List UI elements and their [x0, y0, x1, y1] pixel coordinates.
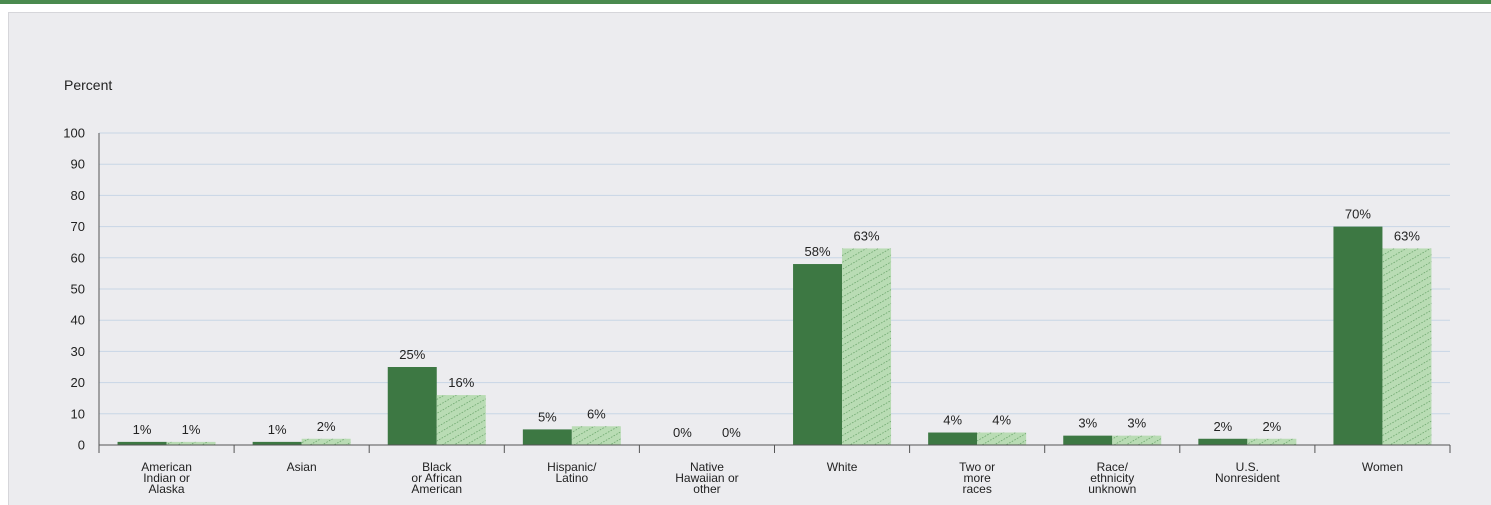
x-category-label: Black or African American — [411, 460, 462, 496]
x-category-label: Native Hawaiian or other — [675, 460, 738, 496]
x-category-label-line: Hawaiian or — [675, 471, 738, 485]
bar-series-1 — [252, 441, 302, 445]
x-category-label: Women — [1362, 460, 1403, 474]
data-label: 0% — [673, 425, 692, 440]
bar-series-2 — [166, 441, 216, 445]
data-label: 0% — [722, 425, 741, 440]
y-tick-label: 0 — [78, 438, 85, 453]
y-tick-label: 20 — [71, 375, 85, 390]
x-category-label: Hispanic/Latino — [547, 460, 597, 485]
bar-series-2 — [301, 438, 351, 445]
bar-series-1 — [1063, 435, 1113, 445]
x-category-label-line: American — [411, 482, 462, 496]
data-label: 70% — [1345, 207, 1371, 222]
y-tick-label: 90 — [71, 157, 85, 172]
x-category-label-line: Women — [1362, 460, 1403, 474]
x-category-label-line: unknown — [1088, 482, 1136, 496]
x-category-label: White — [827, 460, 858, 474]
x-category-label-line: more — [963, 471, 991, 485]
bar-series-2 — [977, 432, 1027, 445]
y-axis-label: Percent — [64, 77, 112, 93]
x-category-label-line: or African — [411, 471, 462, 485]
x-category-label: Two or more races — [959, 460, 995, 496]
x-category-label: Race/ethnicity unknown — [1088, 460, 1136, 496]
x-category-label-line: Latino — [555, 471, 588, 485]
y-tick-label: 60 — [71, 250, 85, 265]
data-label: 3% — [1127, 416, 1146, 431]
x-category-label-line: Black — [422, 460, 452, 474]
x-category-label-line: Race/ — [1097, 460, 1129, 474]
bar-series-2 — [571, 426, 621, 445]
bar-series-2 — [1112, 435, 1162, 445]
data-label: 6% — [587, 406, 606, 421]
data-label: 63% — [854, 228, 880, 243]
y-tick-label: 70 — [71, 219, 85, 234]
y-tick-label: 80 — [71, 188, 85, 203]
x-category-label: American Indian or Alaska — [141, 460, 192, 496]
x-category-label-line: races — [962, 482, 991, 496]
bar-series-2 — [1247, 438, 1297, 445]
x-category-label-line: Two or — [959, 460, 995, 474]
x-category-label-line: Native — [690, 460, 724, 474]
data-label: 1% — [133, 422, 152, 437]
x-category-label-line: other — [693, 482, 720, 496]
data-label: 4% — [943, 413, 962, 428]
data-label: 1% — [268, 422, 287, 437]
y-tick-label: 30 — [71, 344, 85, 359]
data-label: 16% — [448, 375, 474, 390]
bar-series-1 — [522, 429, 572, 445]
bar-series-1 — [387, 367, 437, 445]
data-label: 63% — [1394, 228, 1420, 243]
y-tick-label: 40 — [71, 313, 85, 328]
bar-series-2 — [1382, 248, 1432, 445]
x-category-label-line: Alaska — [149, 482, 185, 496]
y-tick-label: 10 — [71, 406, 85, 421]
x-category-label-line: American — [141, 460, 192, 474]
data-label: 25% — [399, 347, 425, 362]
bar-series-2 — [436, 395, 486, 445]
data-label: 4% — [992, 413, 1011, 428]
x-category-label: U.S. Nonresident — [1215, 460, 1280, 485]
data-label: 1% — [182, 422, 201, 437]
x-category-label-line: Indian or — [143, 471, 190, 485]
x-category-label-line: White — [827, 460, 858, 474]
x-category-label-line: Asian — [287, 460, 317, 474]
chart-panel — [8, 12, 1491, 505]
bar-series-1 — [928, 432, 978, 445]
data-label: 5% — [538, 409, 557, 424]
y-tick-label: 50 — [71, 282, 85, 297]
bar-series-1 — [117, 441, 167, 445]
x-category-label: Asian — [287, 460, 317, 474]
data-label: 2% — [1262, 419, 1281, 434]
x-category-label-line: ethnicity — [1090, 471, 1134, 485]
bar-series-1 — [793, 264, 843, 445]
y-tick-label: 100 — [63, 126, 85, 141]
bar-series-1 — [1198, 438, 1248, 445]
x-category-label-line: Hispanic/ — [547, 460, 597, 474]
x-category-label-line: Nonresident — [1215, 471, 1280, 485]
bar-series-2 — [842, 248, 892, 445]
data-label: 3% — [1078, 416, 1097, 431]
data-label: 2% — [317, 419, 336, 434]
bar-series-1 — [1333, 226, 1383, 445]
data-label: 58% — [805, 244, 831, 259]
x-category-label-line: U.S. — [1236, 460, 1259, 474]
data-label: 2% — [1213, 419, 1232, 434]
top-accent-bar — [0, 0, 1491, 4]
